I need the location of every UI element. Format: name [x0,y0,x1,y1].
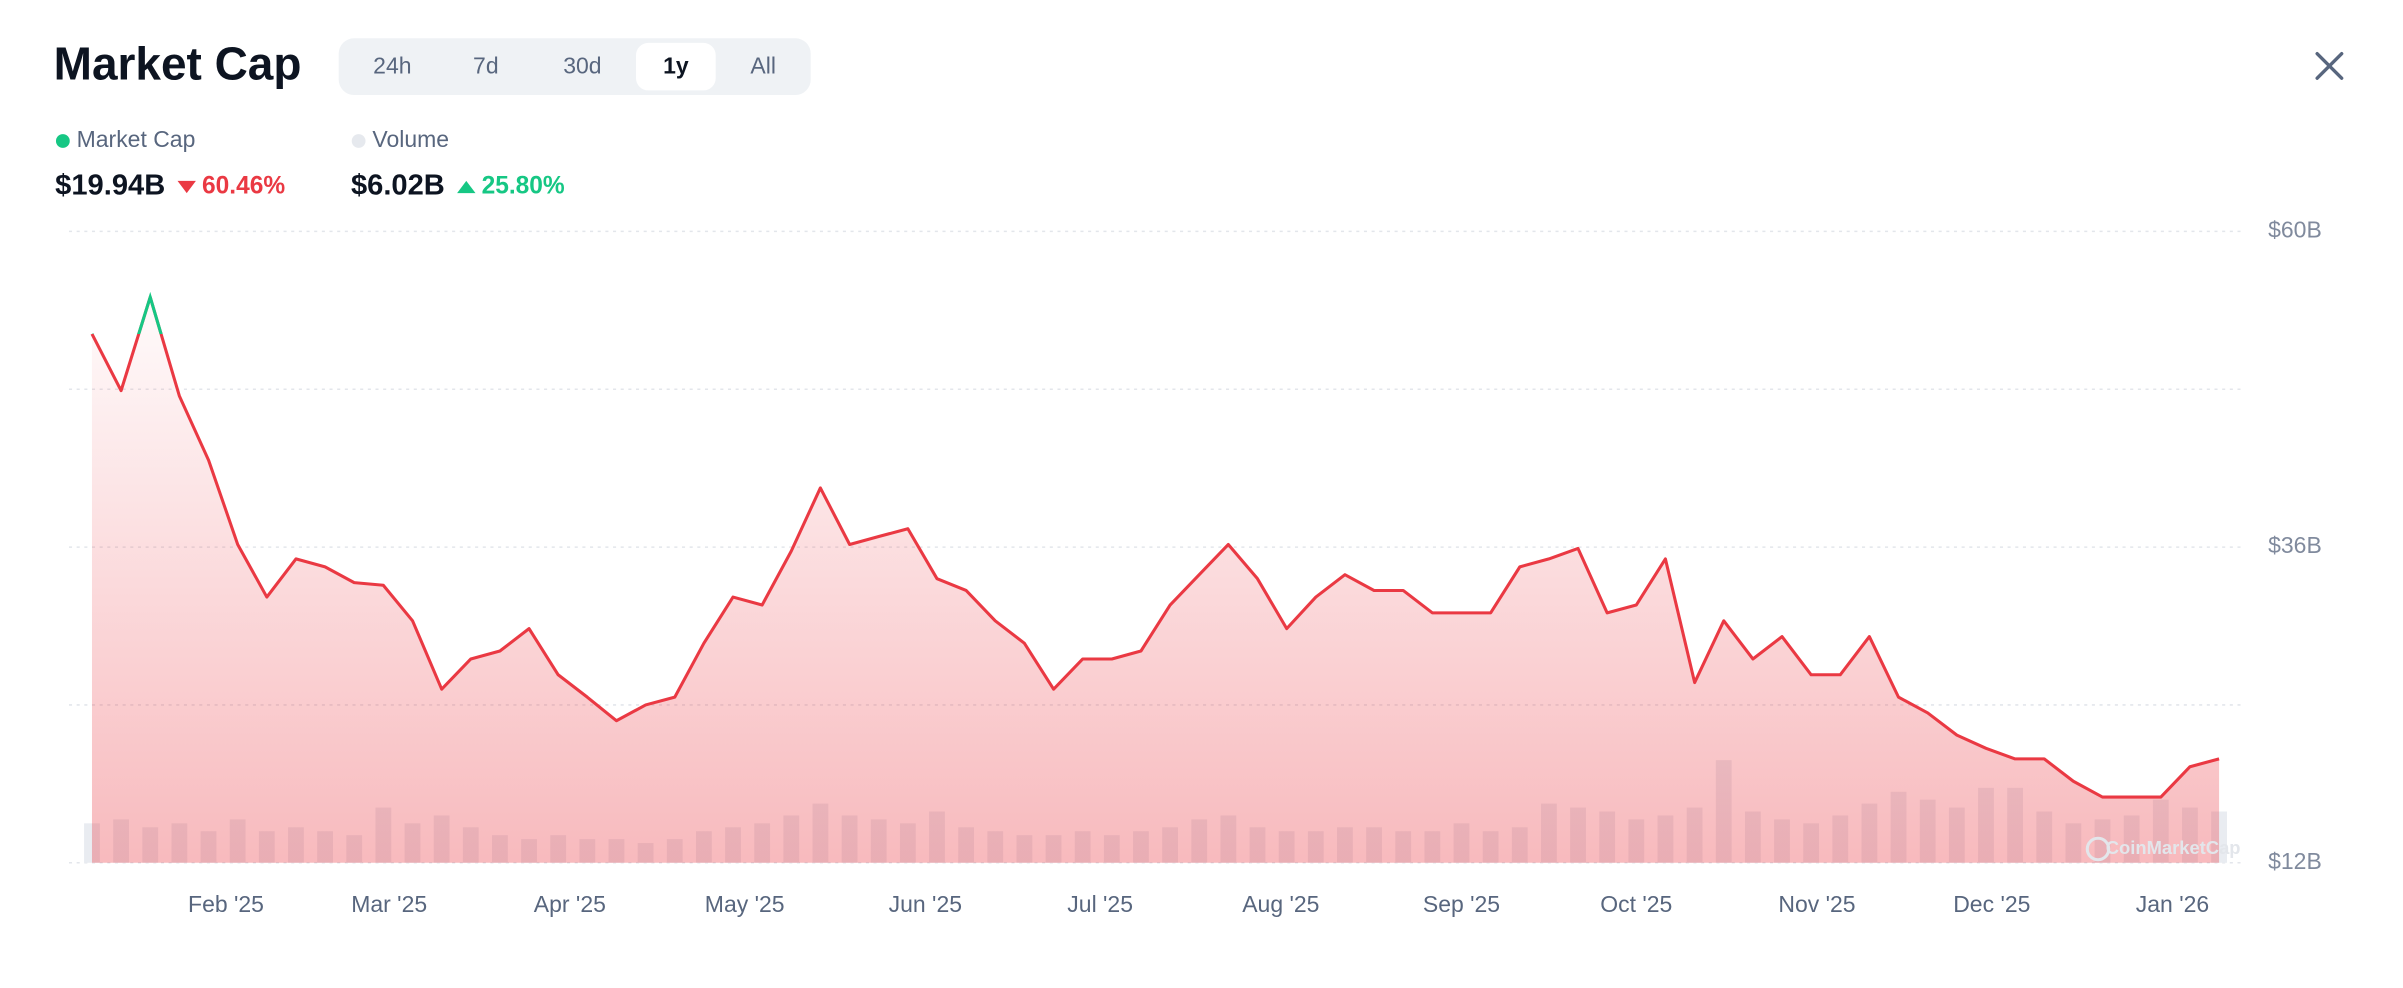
x-tick-label: Jun '25 [889,891,962,917]
legend-value: $6.02B [351,170,445,202]
watermark-logo [2085,836,2111,862]
x-tick-label: Aug '25 [1242,891,1319,917]
legend-dot [351,134,366,148]
x-tick-label: Jul '25 [1067,891,1133,917]
line [90,295,2220,799]
legend-label[interactable]: Volume [372,126,449,152]
x-tick-label: Nov '25 [1778,891,1855,917]
legend-change: 60.46% [202,172,285,199]
arrow-down [177,180,196,194]
y-tick-label: $12B [2268,848,2322,874]
x-tick-label: Mar '25 [351,891,427,917]
arrow-up [457,180,476,194]
tab[interactable]: All [750,53,776,79]
legend-value: $19.94B [55,170,165,202]
y-tick-label: $36B [2268,532,2322,558]
x-tick-label: Jan '26 [2136,891,2209,917]
close-button[interactable] [2315,51,2344,80]
tab[interactable]: 1y [663,53,689,79]
page-title: Market Cap [54,38,302,90]
x-tick-label: Feb '25 [188,891,264,917]
watermark: CoinMarketCap [2106,837,2241,858]
x-tick-label: May '25 [705,891,785,917]
legend-label[interactable]: Market Cap [77,126,196,152]
tab[interactable]: 7d [473,53,499,79]
x-tick-label: Oct '25 [1600,891,1672,917]
tab[interactable]: 24h [373,53,411,79]
y-tick-label: $60B [2268,216,2322,242]
legend-change: 25.80% [482,172,565,199]
x-tick-label: Apr '25 [534,891,606,917]
tab[interactable]: 30d [563,53,601,79]
area [91,297,2220,863]
legend-dot [55,134,70,148]
tab-active-bg [636,42,716,91]
x-tick-label: Dec '25 [1953,891,2030,917]
x-tick-label: Sep '25 [1423,891,1500,917]
